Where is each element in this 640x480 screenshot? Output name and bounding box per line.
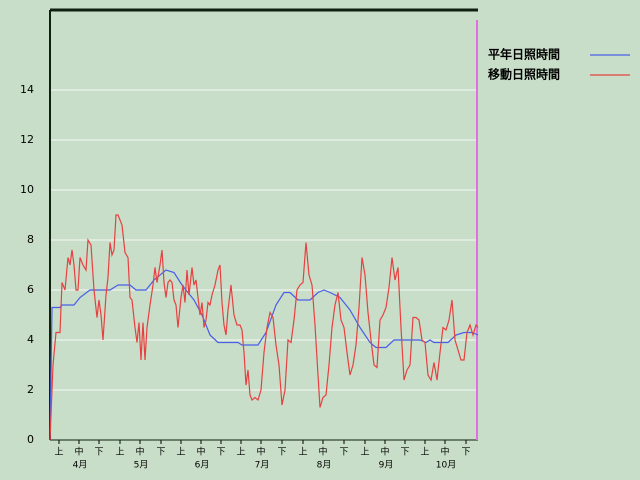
y-tick-label: 10 — [20, 183, 34, 196]
y-tick-label: 6 — [27, 283, 34, 296]
month-label: 7月 — [255, 460, 270, 471]
x-tick-label: 下 — [94, 448, 103, 458]
x-tick-label: 下 — [216, 448, 225, 458]
y-tick-label: 12 — [20, 133, 34, 146]
x-tick-label: 上 — [360, 447, 369, 458]
x-tick-label: 中 — [196, 446, 205, 458]
x-tick-label: 中 — [380, 446, 389, 458]
x-tick-label: 中 — [440, 446, 449, 458]
x-tick-label: 中 — [74, 446, 83, 458]
month-label: 4月 — [73, 460, 88, 471]
y-tick-label: 14 — [20, 83, 34, 96]
x-tick-label: 下 — [339, 448, 348, 458]
series-line — [49, 214, 479, 441]
x-tick-label: 上 — [298, 447, 307, 458]
x-tick-label: 下 — [400, 448, 409, 458]
x-tick-label: 中 — [318, 446, 327, 458]
y-tick-label: 2 — [27, 383, 34, 396]
x-tick-label: 下 — [461, 448, 470, 458]
legend-label: 移動日照時間 — [488, 67, 560, 82]
y-tick-label: 4 — [27, 333, 34, 346]
month-label: 5月 — [134, 460, 149, 471]
month-label: 8月 — [317, 460, 332, 471]
series-line — [49, 269, 479, 441]
x-tick-label: 上 — [176, 447, 185, 458]
x-tick-label: 下 — [156, 448, 165, 458]
y-tick-label: 8 — [27, 233, 34, 246]
x-tick-label: 下 — [277, 448, 286, 458]
x-tick-label: 上 — [236, 447, 245, 458]
month-label: 9月 — [379, 460, 394, 471]
y-tick-label: 0 — [27, 433, 34, 446]
x-tick-label: 上 — [54, 447, 63, 458]
x-tick-label: 上 — [115, 447, 124, 458]
month-label: 6月 — [195, 460, 210, 471]
x-tick-label: 中 — [256, 446, 265, 458]
legend-label: 平年日照時間 — [488, 47, 560, 62]
x-tick-label: 上 — [420, 447, 429, 458]
month-label: 10月 — [436, 460, 456, 471]
x-tick-label: 中 — [135, 446, 144, 458]
